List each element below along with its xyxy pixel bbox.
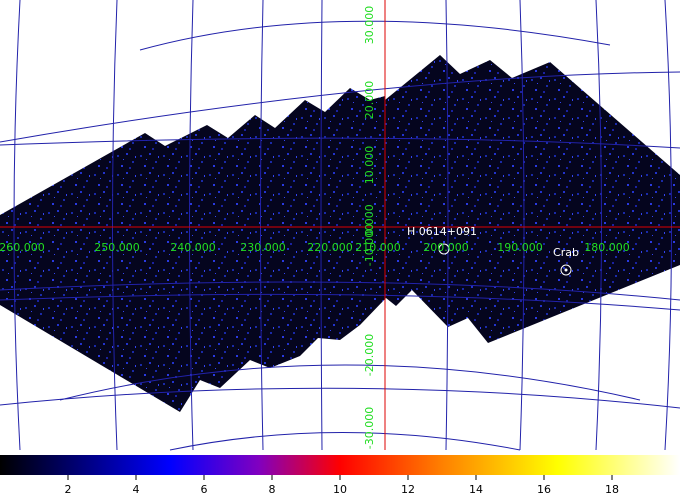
longitude-label: 210.000 — [355, 241, 401, 254]
source-label: Crab — [553, 246, 579, 259]
source-marker — [438, 243, 450, 255]
latitude-label: 0.000 — [363, 204, 376, 236]
latitude-label: 20.000 — [363, 81, 376, 120]
longitude-label: 240.000 — [170, 241, 216, 254]
longitude-label: 200.000 — [423, 241, 469, 254]
source-marker — [564, 268, 568, 272]
colorbar-tick-label: 12 — [401, 483, 415, 496]
colorbar-tick-label: 8 — [269, 483, 276, 496]
colorbar-tick-label: 2 — [65, 483, 72, 496]
source-label: H 0614+091 — [407, 225, 477, 238]
latitude-label: -10.000 — [363, 224, 376, 266]
image-area: H 0614+091 Crab — [0, 0, 680, 451]
source-marker — [560, 264, 572, 276]
latitude-label: 30.000 — [363, 6, 376, 45]
colorbar — [0, 455, 680, 475]
colorbar-tick-label: 4 — [133, 483, 140, 496]
colorbar-tick-label: 18 — [605, 483, 619, 496]
colorbar-tick-label: 10 — [333, 483, 347, 496]
coordinate-grid — [0, 0, 680, 451]
longitude-label: 250.000 — [94, 241, 140, 254]
colorbar-tick-label: 16 — [537, 483, 551, 496]
latitude-label: -20.000 — [363, 334, 376, 376]
colorbar-tick-label: 14 — [469, 483, 483, 496]
longitude-label: 180.000 — [584, 241, 630, 254]
latitude-label: -30.000 — [363, 407, 376, 449]
colorbar-tick-label: 6 — [201, 483, 208, 496]
latitude-label: 10.000 — [363, 146, 376, 185]
longitude-label: 220.000 — [307, 241, 353, 254]
longitude-label: 260.000 — [0, 241, 45, 254]
longitude-label: 230.000 — [240, 241, 286, 254]
exposure-region — [0, 55, 680, 412]
longitude-label: 190.000 — [497, 241, 543, 254]
